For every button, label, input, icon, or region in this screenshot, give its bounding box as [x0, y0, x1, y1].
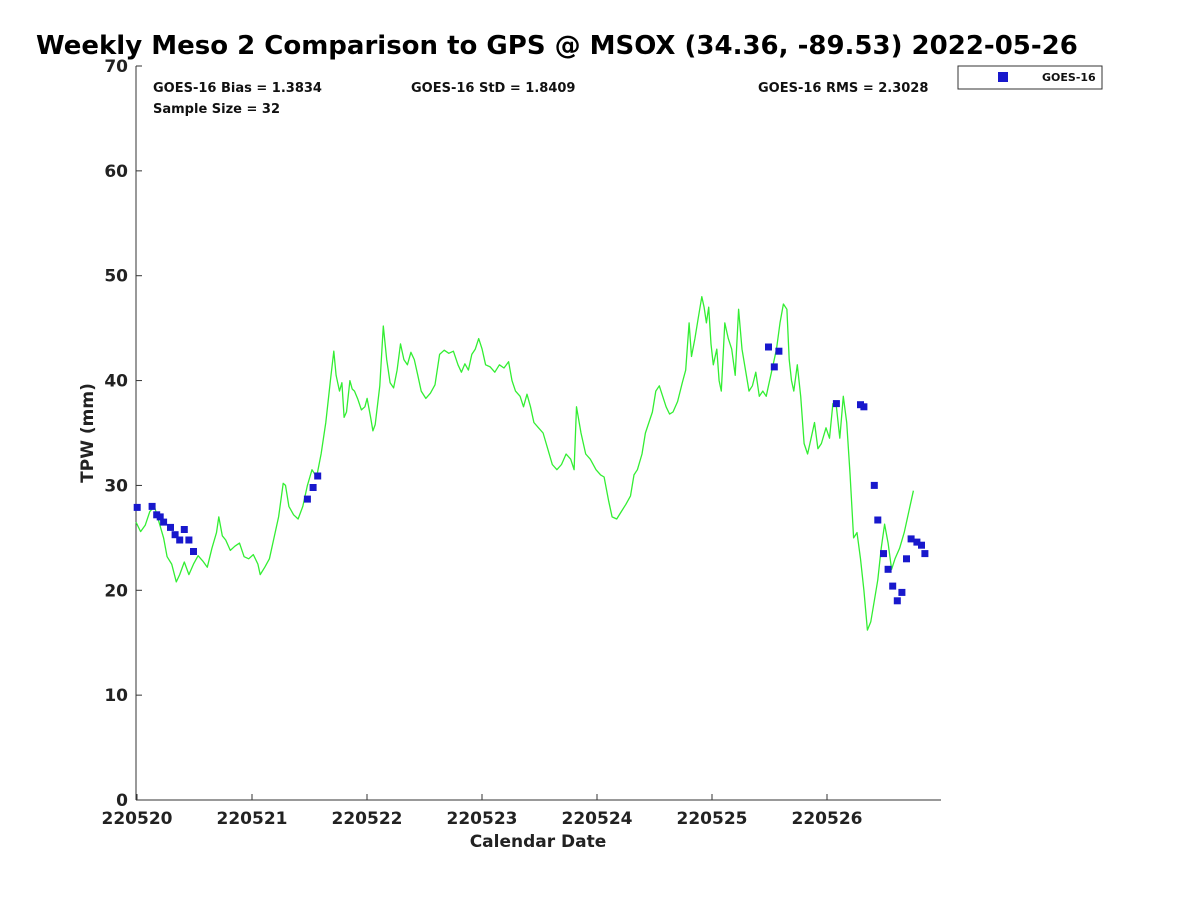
std-stat: GOES-16 StD = 1.8409: [411, 81, 575, 96]
y-tick-label: 60: [104, 162, 128, 182]
bias-stat: GOES-16 Bias = 1.3834: [153, 81, 322, 96]
data-point-goes16: [889, 582, 897, 590]
data-point-goes16: [907, 535, 915, 543]
data-point-goes16: [171, 531, 179, 539]
data-point-goes16: [160, 518, 168, 526]
legend-box: [957, 65, 1103, 90]
x-ticks: 220520 220521 220522 220523 220524 220525 2205…: [102, 794, 863, 829]
data-point-goes16: [176, 536, 184, 544]
x-tick-label: 220525: [677, 809, 748, 829]
legend: GOES-16: [957, 65, 1103, 90]
y-ticks: 0 10 20 30 40 50 60 70: [104, 57, 142, 811]
data-point-goes16: [832, 400, 840, 408]
y-tick-label: 50: [104, 267, 128, 287]
y-tick-label: 20: [104, 581, 128, 601]
data-point-goes16: [167, 523, 174, 531]
data-point-goes16: [860, 403, 868, 411]
y-tick-label: 10: [104, 686, 128, 706]
y-axis-label: TPW (mm): [78, 383, 98, 483]
series-line-gps: [135, 296, 915, 631]
data-point-goes16: [314, 472, 322, 480]
data-point-goes16: [775, 347, 783, 355]
data-point-goes16: [898, 588, 906, 596]
data-point-goes16: [874, 516, 882, 524]
data-point-goes16: [303, 495, 311, 503]
series-layer: [133, 296, 929, 631]
plot-area: 0 10 20 30 40 50 60 70 220520 220521 220522 220523…: [102, 57, 941, 829]
x-axis-label: Calendar Date: [470, 832, 607, 852]
rms-stat: GOES-16 RMS = 2.3028: [758, 81, 928, 96]
y-tick-label: 30: [104, 476, 128, 496]
data-point-goes16: [180, 526, 188, 533]
x-tick-label: 220523: [447, 809, 518, 829]
data-point-goes16: [770, 363, 778, 371]
data-point-goes16: [765, 343, 772, 351]
data-point-goes16: [884, 565, 892, 573]
sample-size-stat: Sample Size = 32: [153, 102, 280, 117]
data-point-goes16: [148, 502, 156, 510]
x-tick-label: 220520: [102, 809, 173, 829]
legend-label-goes16: GOES-16: [1042, 71, 1096, 84]
y-tick-label: 40: [104, 372, 128, 392]
data-point-goes16: [309, 484, 317, 491]
x-tick-label: 220526: [792, 809, 863, 829]
data-point-goes16: [921, 550, 929, 558]
data-point-goes16: [156, 513, 164, 521]
data-point-goes16: [185, 536, 193, 544]
chart-title: Weekly Meso 2 Comparison to GPS @ MSOX (…: [36, 31, 1078, 61]
data-point-goes16: [870, 481, 878, 489]
legend-marker-goes16: [998, 72, 1008, 82]
x-tick-label: 220522: [332, 809, 403, 829]
data-point-goes16: [190, 548, 197, 555]
data-point-goes16: [893, 597, 901, 605]
y-tick-label: 70: [104, 57, 128, 77]
data-point-goes16: [903, 555, 910, 563]
data-point-goes16: [913, 538, 921, 546]
y-tick-label: 0: [116, 791, 128, 811]
data-point-goes16: [133, 503, 141, 511]
x-tick-label: 220524: [562, 809, 633, 829]
data-point-goes16: [880, 550, 887, 558]
data-point-goes16: [918, 541, 925, 549]
x-tick-label: 220521: [217, 809, 288, 829]
